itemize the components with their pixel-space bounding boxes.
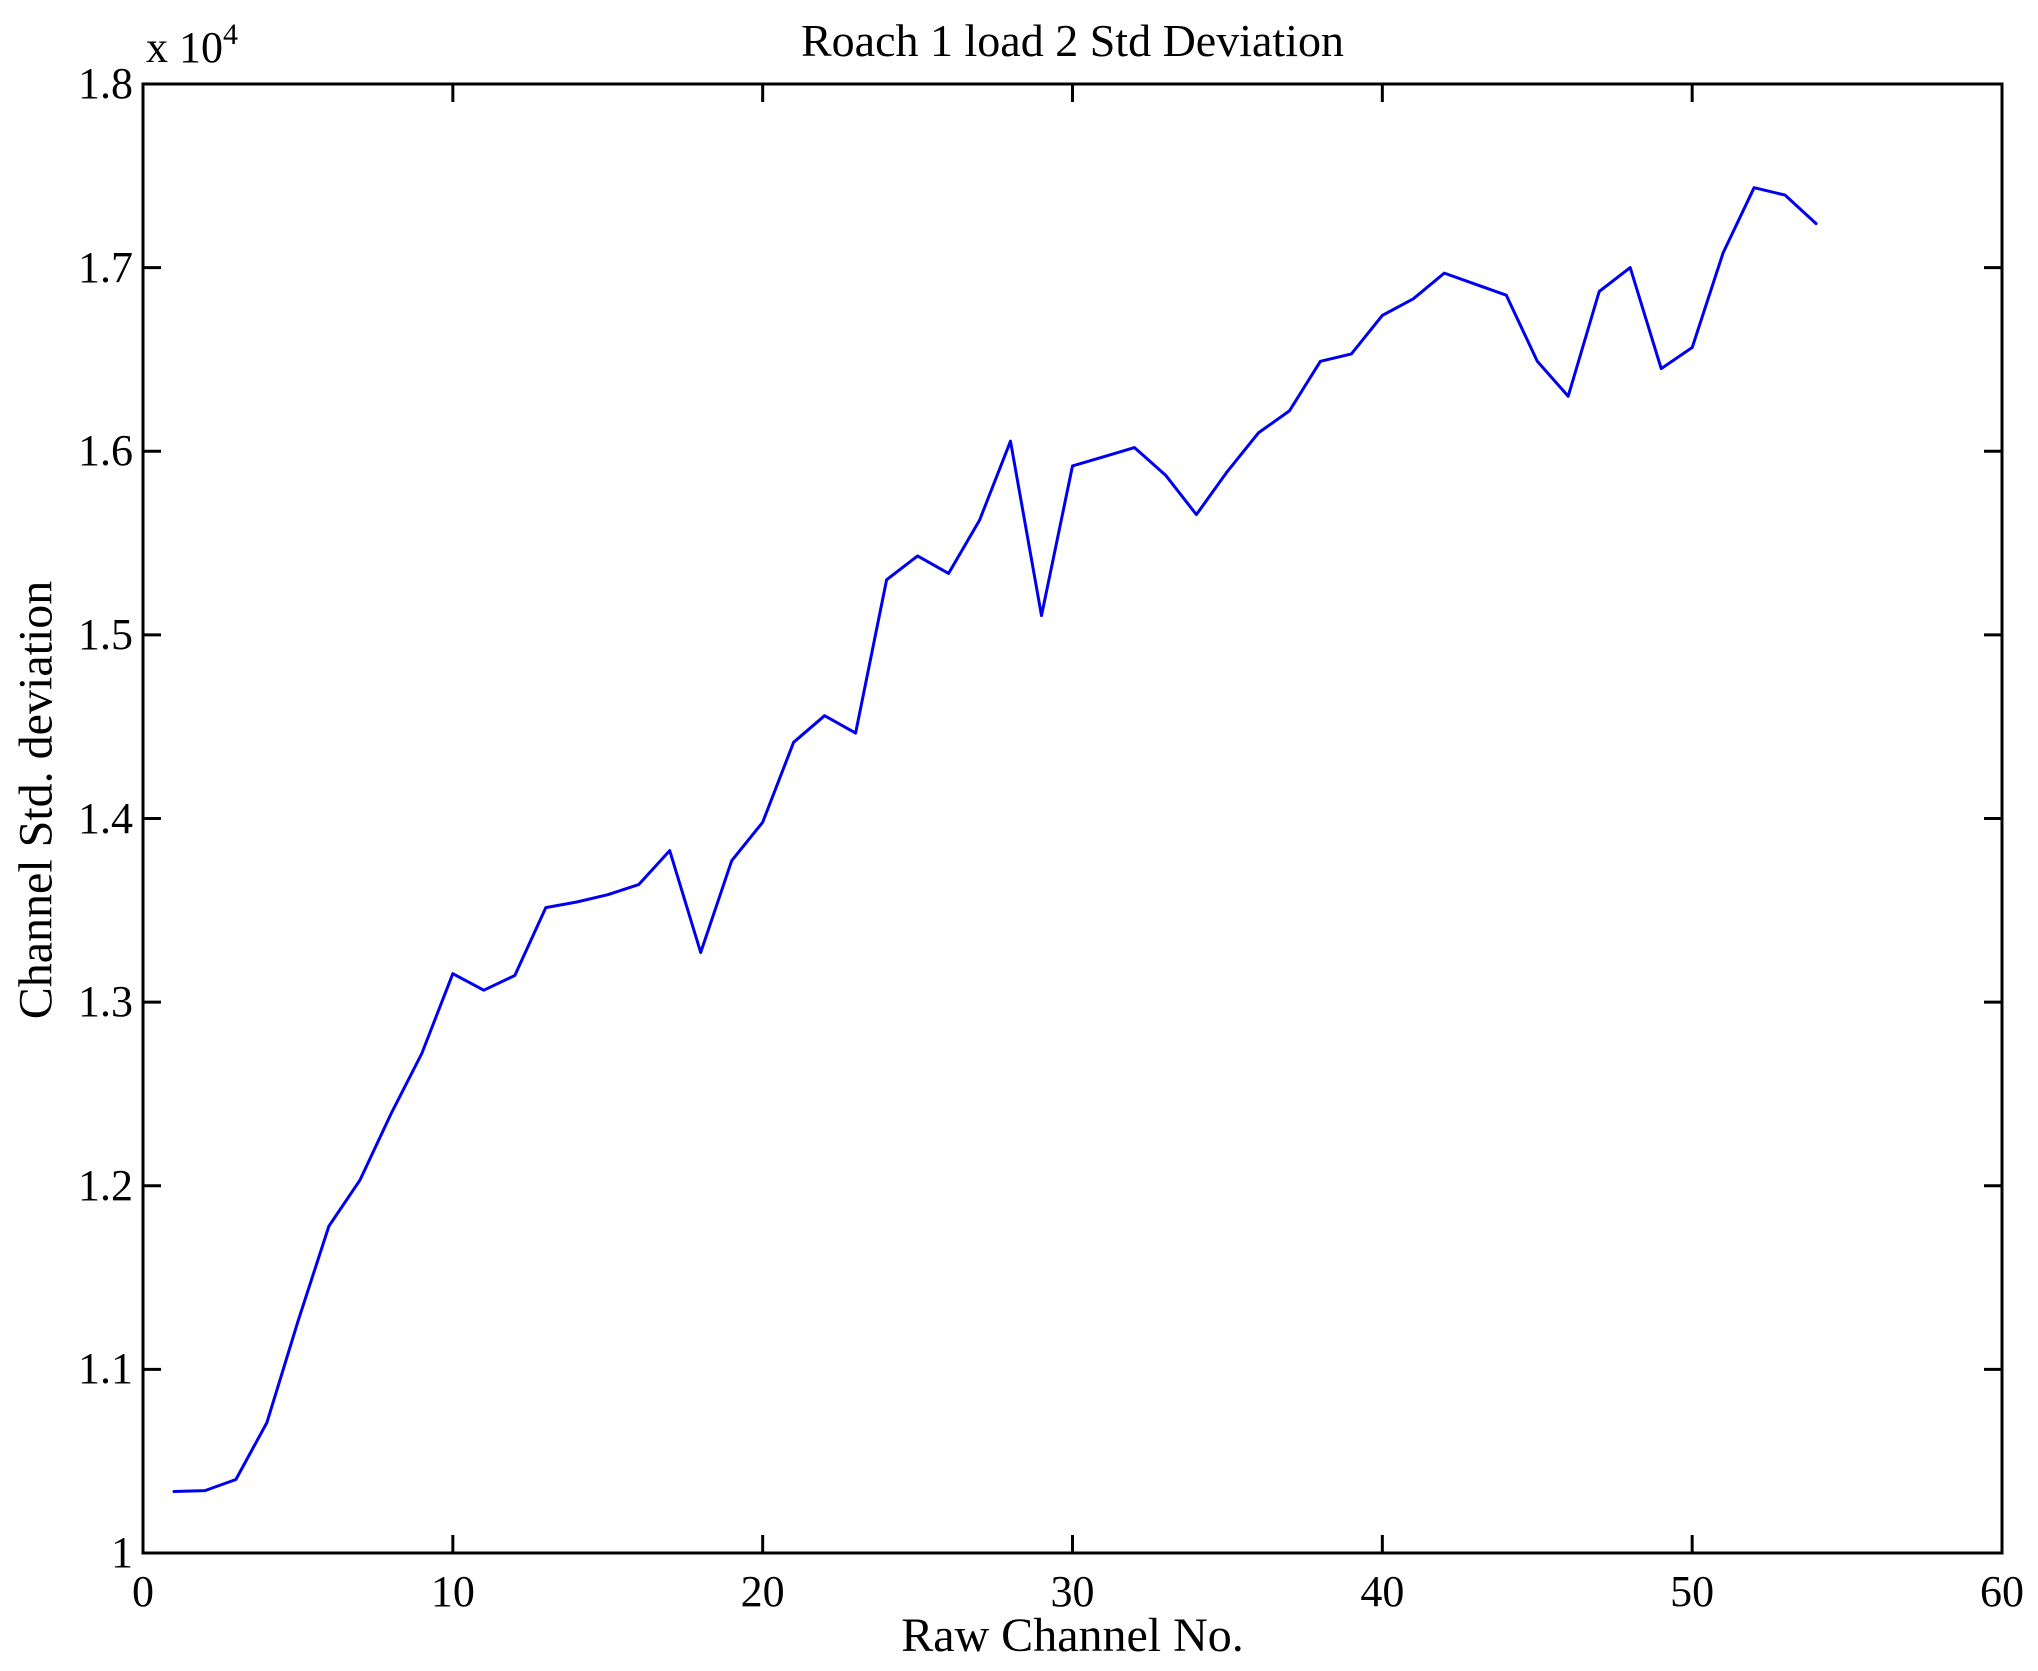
data-line — [172, 186, 1818, 1493]
y-tick-label: 1.3 — [78, 977, 133, 1027]
x-axis-label: Raw Channel No. — [901, 1609, 1244, 1662]
y-tick-label: 1.1 — [78, 1344, 133, 1394]
y-axis-multiplier: x 104 — [146, 18, 238, 73]
axis-box — [141, 82, 2004, 1555]
x-tick-label: 30 — [1050, 1567, 1095, 1616]
y-tick-label: 1.8 — [78, 59, 133, 108]
y-tick-label: 1.7 — [78, 242, 133, 292]
x-tick-label: 50 — [1670, 1567, 1715, 1616]
x-tick-label: 20 — [740, 1567, 785, 1616]
y-axis-multiplier-exponent: 4 — [223, 18, 238, 51]
y-tick-label: 1.5 — [78, 609, 133, 659]
x-tick-label: 10 — [430, 1567, 475, 1616]
x-tick-label: 0 — [132, 1567, 154, 1616]
chart-title: Roach 1 load 2 Std Deviation — [801, 15, 1344, 66]
y-tick-label: 1.2 — [78, 1160, 133, 1210]
y-tick-label: 1.6 — [78, 426, 133, 476]
x-tick-label: 40 — [1360, 1567, 1405, 1616]
y-axis-multiplier-base: x 10 — [146, 23, 223, 72]
x-tick-label: 60 — [1980, 1567, 2024, 1616]
y-tick-label: 1 — [111, 1528, 133, 1577]
y-tick-label: 1.4 — [78, 793, 133, 843]
